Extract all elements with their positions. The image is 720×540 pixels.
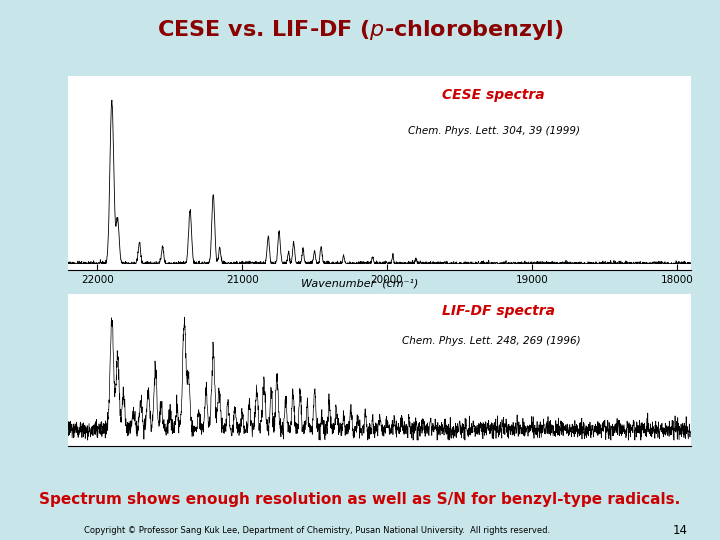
Text: Chem. Phys. Lett. 304, 39 (1999): Chem. Phys. Lett. 304, 39 (1999) <box>408 126 580 136</box>
Text: LIF-DF spectra: LIF-DF spectra <box>442 305 555 319</box>
Text: Chem. Phys. Lett. 248, 269 (1996): Chem. Phys. Lett. 248, 269 (1996) <box>402 336 580 346</box>
Text: Copyright © Professor Sang Kuk Lee, Department of Chemistry, Pusan National Univ: Copyright © Professor Sang Kuk Lee, Depa… <box>84 526 550 535</box>
Text: Wavenumber  (cm⁻¹): Wavenumber (cm⁻¹) <box>301 279 419 288</box>
Text: CESE vs. LIF-DF ($p$-chlorobenzyl): CESE vs. LIF-DF ($p$-chlorobenzyl) <box>157 18 563 42</box>
Text: 14: 14 <box>673 524 688 537</box>
Text: CESE spectra: CESE spectra <box>442 88 545 102</box>
Text: Spectrum shows enough resolution as well as S/N for benzyl-type radicals.: Spectrum shows enough resolution as well… <box>40 492 680 507</box>
